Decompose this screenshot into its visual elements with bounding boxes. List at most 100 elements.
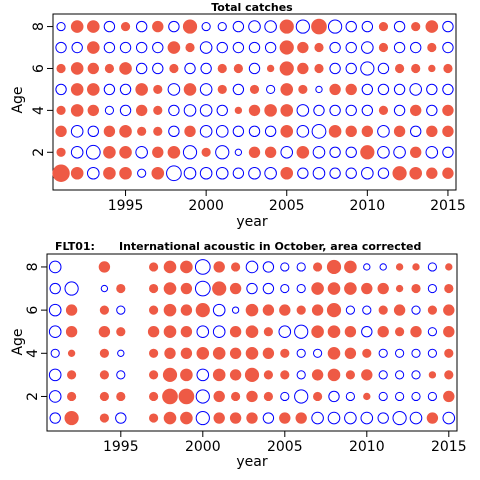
bubble-2015-age-6: [443, 304, 455, 316]
bubble-1994-age-4: [104, 105, 115, 115]
bubble-2013-age-6: [411, 63, 421, 74]
bubble-2015-age-1: [442, 411, 456, 425]
bubble-1993-age-1: [87, 166, 100, 180]
bubble-1993-age-8: [87, 20, 100, 33]
chart-title: International acoustic in October, area …: [119, 240, 421, 253]
bubble-2014-age-5: [426, 83, 438, 96]
bubble-1997-age-2: [149, 391, 159, 402]
x-tick-label: 2000: [185, 439, 221, 455]
bubble-2008-age-7: [327, 282, 341, 295]
bubble-1993-age-6: [87, 62, 99, 75]
bubble-2005-age-2: [280, 391, 290, 402]
bubble-2004-age-6: [262, 304, 275, 316]
bubble-1993-age-3: [87, 125, 99, 138]
bubble-2014-age-2: [427, 391, 437, 402]
bubble-2015-age-3: [442, 125, 454, 138]
bubble-1995-age-6: [119, 62, 132, 75]
bubble-1996-age-1: [137, 168, 147, 178]
bubble-2001-age-6: [212, 303, 226, 317]
bubble-2015-age-7: [442, 41, 454, 54]
bubble-2010-age-4: [362, 348, 372, 358]
bubble-1994-age-3: [103, 125, 116, 138]
bubble-1998-age-2: [167, 145, 181, 159]
bubble-2009-age-8: [345, 20, 357, 33]
bubble-2007-age-4: [313, 348, 323, 358]
bubble-1996-age-3: [137, 126, 147, 136]
bubble-2001-age-2: [213, 390, 225, 403]
bubble-2010-age-8: [361, 20, 374, 33]
x-tick-label: 2005: [269, 198, 305, 214]
bubble-2014-age-8: [425, 20, 439, 33]
bubble-2012-age-3: [393, 125, 406, 138]
bubble-2012-age-1: [392, 166, 407, 181]
x-tick-label: 2010: [350, 198, 386, 214]
bubble-2000-age-7: [199, 41, 213, 54]
bubble-1994-age-4: [99, 348, 110, 358]
bubble-2000-age-8: [194, 259, 211, 275]
bubble-2008-age-3: [327, 368, 341, 382]
bubble-2012-age-6: [393, 304, 406, 316]
bubble-2000-age-3: [196, 368, 210, 382]
bubble-1998-age-3: [162, 367, 178, 382]
bubble-1998-age-1: [163, 411, 177, 425]
bubble-2001-age-6: [217, 63, 227, 74]
bubble-2001-age-8: [217, 21, 227, 32]
panel-flt01-acoustic: FLT01: International acoustic in October…: [10, 240, 467, 470]
bubble-2008-age-4: [329, 104, 341, 117]
bubble-2014-age-4: [427, 348, 437, 358]
bubble-2014-age-2: [425, 145, 439, 159]
bubble-2011-age-8: [378, 21, 389, 32]
bubble-2007-age-5: [315, 85, 323, 94]
bubble-2015-age-3: [444, 370, 454, 380]
bubble-2006-age-2: [294, 389, 309, 404]
bubble-1995-age-7: [116, 283, 126, 294]
bubble-2000-age-1: [195, 410, 210, 426]
bubble-2015-age-6: [443, 63, 453, 74]
bubble-1995-age-4: [117, 349, 125, 357]
bubble-2012-age-6: [394, 63, 405, 74]
bubble-1999-age-4: [183, 104, 197, 117]
bubble-1998-age-7: [163, 282, 177, 295]
bubble-2014-age-3: [428, 371, 437, 379]
bubble-1995-age-1: [119, 166, 132, 180]
bubble-2003-age-1: [248, 166, 261, 180]
bubble-1991-age-4: [50, 348, 60, 358]
bubble-2008-age-1: [327, 411, 341, 425]
bubble-1999-age-6: [184, 62, 196, 75]
bubble-1993-age-4: [87, 104, 99, 117]
bubble-2011-age-2: [378, 391, 388, 402]
bubble-2006-age-6: [296, 305, 306, 315]
bubble-1995-age-6: [116, 305, 126, 315]
bubble-2009-age-7: [345, 41, 357, 54]
bubble-1993-age-2: [85, 144, 101, 160]
bubble-2013-age-7: [411, 283, 421, 294]
bubble-2005-age-3: [280, 125, 294, 138]
chart-title-prefix: FLT01:: [55, 240, 95, 253]
bubble-2004-age-1: [262, 412, 275, 424]
bubble-2006-age-4: [296, 348, 306, 358]
bubble-2001-age-8: [213, 261, 225, 273]
bubble-2007-age-4: [313, 104, 325, 117]
bubble-2005-age-1: [280, 166, 294, 180]
bubble-2013-age-4: [410, 104, 422, 117]
bubble-2005-age-3: [280, 370, 290, 380]
y-tick-label: 4: [25, 349, 41, 358]
bubble-2000-age-2: [195, 389, 210, 404]
bubble-2002-age-1: [229, 412, 242, 424]
bubble-1994-age-2: [103, 145, 116, 159]
bubble-1997-age-7: [152, 41, 164, 54]
bubble-2008-age-8: [327, 19, 343, 34]
bubble-2001-age-7: [212, 281, 227, 296]
bubble-2010-age-6: [362, 305, 372, 315]
bubble-2000-age-6: [200, 62, 212, 75]
bubble-2002-age-7: [229, 282, 242, 295]
bubble-2004-age-4: [262, 347, 275, 359]
bubble-2014-age-5: [427, 327, 437, 337]
bubble-1995-age-3: [116, 370, 126, 380]
bubble-1998-age-6: [163, 303, 177, 317]
bubble-2007-age-6: [314, 63, 324, 74]
bubble-1995-age-8: [120, 21, 131, 32]
bubble-1992-age-3: [67, 370, 77, 380]
bubble-1992-age-1: [70, 166, 84, 180]
bubble-1991-age-7: [55, 41, 67, 54]
